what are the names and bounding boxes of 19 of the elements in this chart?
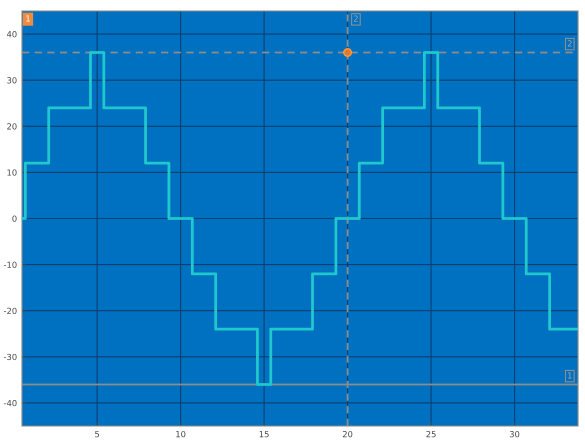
x-tick-label: 5 [95,431,100,438]
y-tick-label: 40 [6,31,17,38]
x-tick-label: 15 [260,431,269,438]
x-tick-label: 20 [342,431,352,438]
y-tick-label: 10 [7,169,17,176]
annotation: 1 [568,372,572,378]
y-tick-label: 0 [12,215,17,222]
y-tick-label: -10 [4,262,17,268]
annotation: 2 [568,40,572,46]
annotation: 2 [354,15,358,22]
x-tick-label: 10 [176,431,186,438]
y-tick-label: -20 [4,308,17,314]
y-tick-label: 30 [7,77,17,84]
y-tick-label: 20 [7,123,17,130]
x-tick-label: 25 [426,431,436,438]
y-tick-label: -30 [4,354,17,360]
annotation: 1 [26,15,30,22]
x-tick-label: 30 [510,431,520,438]
y-tick-label: -40 [4,400,17,406]
